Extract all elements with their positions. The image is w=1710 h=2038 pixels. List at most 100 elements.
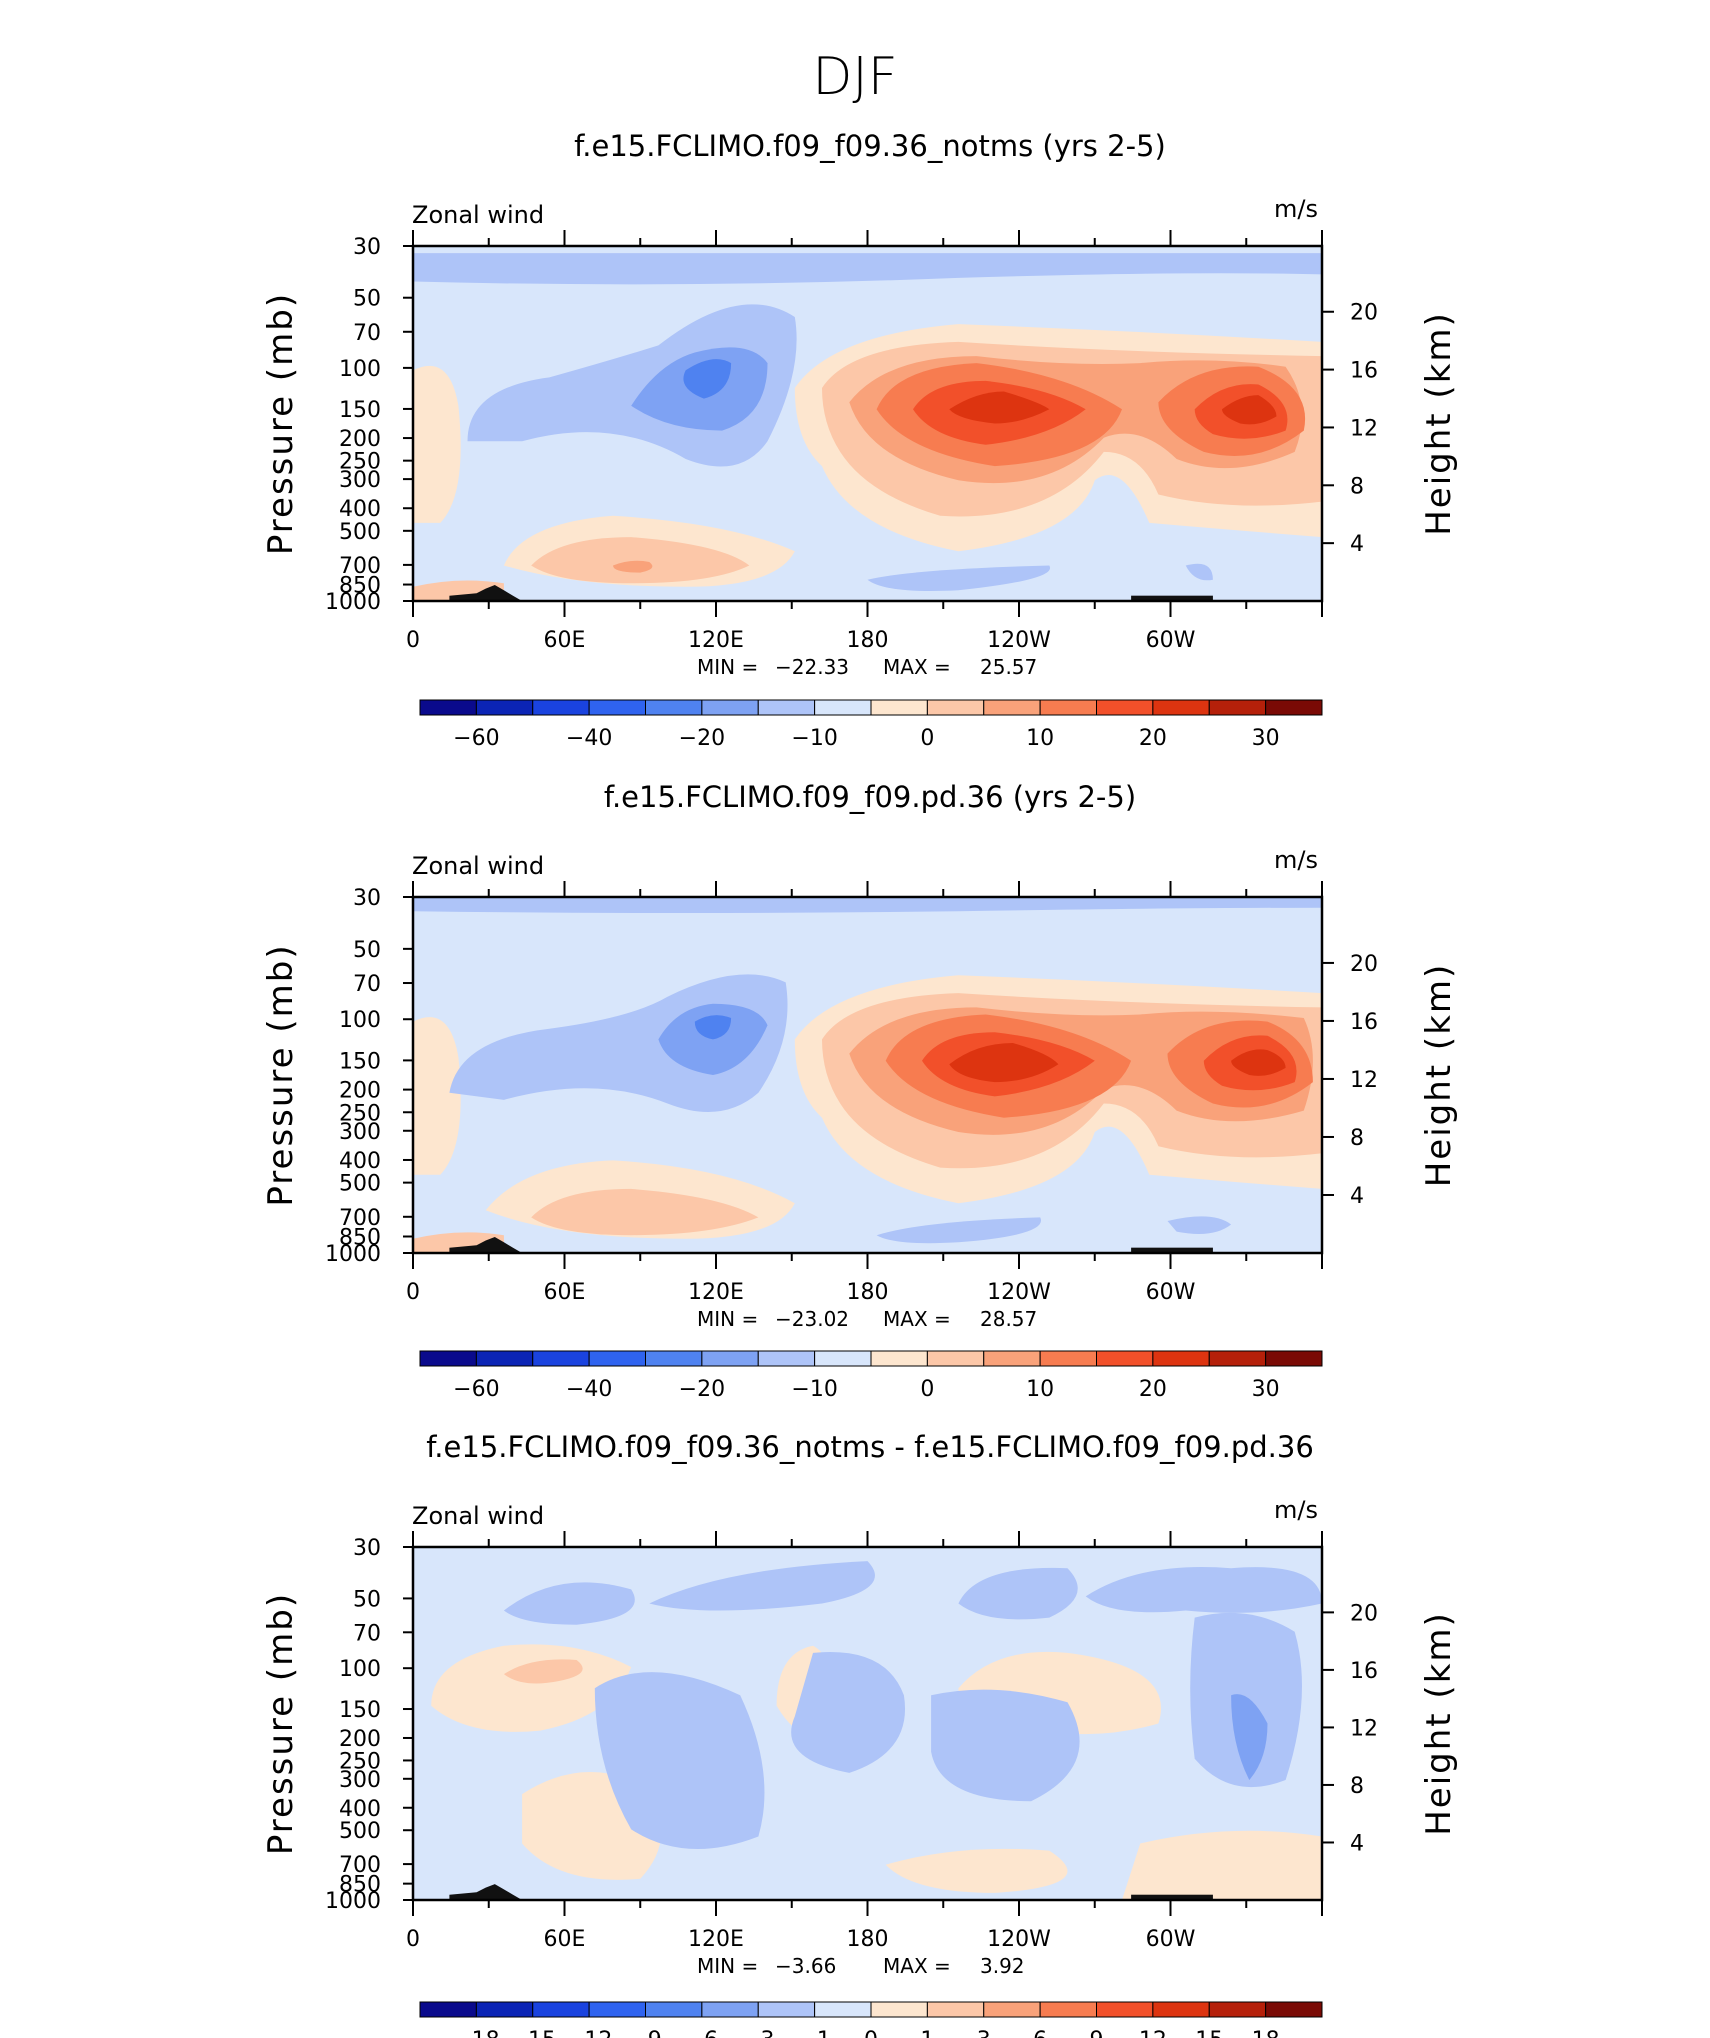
y-tick-label: 250 xyxy=(339,450,381,475)
contour-fill xyxy=(683,359,732,399)
contour-fill xyxy=(1231,1694,1268,1780)
y-tick-label: 400 xyxy=(339,1149,381,1174)
min-label: MIN = xyxy=(697,1307,758,1331)
colorbar-label: 10 xyxy=(1026,1377,1054,1402)
contour-fill xyxy=(649,1561,875,1611)
y-tick-label: 30 xyxy=(353,1536,381,1561)
y2-axis-title: Height (km) xyxy=(1419,963,1459,1188)
contour-fill xyxy=(885,1848,1068,1893)
y2-tick-label: 16 xyxy=(1350,359,1378,384)
colorbar-label: 6 xyxy=(1033,2028,1047,2038)
units-label: m/s xyxy=(1274,846,1318,874)
x-tick-label: 120E xyxy=(688,1280,744,1305)
colorbar-box xyxy=(870,1350,928,1367)
left-label: Zonal wind xyxy=(412,1502,544,1530)
y-tick-label: 70 xyxy=(353,321,381,346)
y-tick-label: 1000 xyxy=(325,1889,381,1914)
colorbar-label: 18 xyxy=(1252,2028,1280,2038)
x-tick-label: 180 xyxy=(847,1280,889,1305)
y-tick-label: 30 xyxy=(353,235,381,260)
y-tick-label: 150 xyxy=(339,398,381,423)
colorbar-box xyxy=(701,699,759,716)
y-tick-label: 70 xyxy=(353,1621,381,1646)
y-tick-label: 200 xyxy=(339,1079,381,1104)
colorbar-box xyxy=(475,1350,534,1367)
colorbar-label: 3 xyxy=(977,2028,991,2038)
colorbar-box xyxy=(983,699,1041,716)
y-tick-label: 300 xyxy=(339,1120,381,1145)
contour-fill xyxy=(503,1659,583,1684)
y-tick-label: 850 xyxy=(339,1226,381,1251)
contour-fill xyxy=(876,1217,1042,1244)
colorbar-box xyxy=(1152,1350,1210,1367)
colorbar-box xyxy=(1265,1350,1323,1367)
y-tick-label: 400 xyxy=(339,497,381,522)
max-label: MAX = xyxy=(883,1954,951,1978)
colorbar-label: −9 xyxy=(629,2028,661,2038)
panel-1: f.e15.FCLIMO.f09_f09.36_notms (yrs 2-5) Z… xyxy=(261,129,1459,751)
y-tick-label: 250 xyxy=(339,1749,381,1774)
colorbar-label: 9 xyxy=(1090,2028,1104,2038)
y-tick-label: 100 xyxy=(339,1008,381,1033)
topography xyxy=(1131,595,1213,601)
colorbar-label: −15 xyxy=(510,2028,556,2038)
x-tick-label: 0 xyxy=(406,628,420,653)
x-tick-label: 60E xyxy=(544,628,586,653)
colorbar-label: 1 xyxy=(920,2028,934,2038)
x-tick-label: 60E xyxy=(544,1280,586,1305)
max-value: 28.57 xyxy=(980,1307,1037,1331)
y2-axis-title: Height (km) xyxy=(1419,1611,1459,1836)
colorbar-label: −18 xyxy=(453,2028,499,2038)
topography xyxy=(449,1237,523,1253)
colorbar-label: 15 xyxy=(1195,2028,1223,2038)
colorbar-label: −3 xyxy=(742,2028,774,2038)
contour-fill xyxy=(594,1672,765,1850)
y2-tick-label: 8 xyxy=(1350,474,1364,499)
colorbar-box xyxy=(588,699,646,716)
figure-title: DJF xyxy=(812,47,897,107)
max-value: 3.92 xyxy=(980,1954,1025,1978)
topography xyxy=(449,585,523,601)
colorbar-box xyxy=(1096,2001,1154,2018)
y-tick-label: 500 xyxy=(339,1172,381,1197)
colorbar-box xyxy=(814,1350,872,1367)
contour-fill xyxy=(658,1003,768,1075)
units-label: m/s xyxy=(1274,195,1318,223)
y2-tick-label: 12 xyxy=(1350,416,1378,441)
x-tick-label: 180 xyxy=(847,1927,889,1952)
y-tick-label: 100 xyxy=(339,357,381,382)
y-axis-title: Pressure (mb) xyxy=(261,292,301,555)
colorbar-box xyxy=(645,2001,703,2018)
y-tick-label: 70 xyxy=(353,972,381,997)
colorbar-label: −20 xyxy=(679,1377,725,1402)
colorbar-label: −1 xyxy=(798,2028,830,2038)
y-tick-label: 500 xyxy=(339,1819,381,1844)
contour-fill xyxy=(531,1188,759,1236)
colorbar-box xyxy=(645,1350,703,1367)
colorbar-box xyxy=(870,2001,928,2018)
y-tick-label: 400 xyxy=(339,1797,381,1822)
contour-plot xyxy=(413,897,1322,1253)
y-tick-label: 300 xyxy=(339,468,381,493)
panel-title: f.e15.FCLIMO.f09_f09.pd.36 (yrs 2-5) xyxy=(604,780,1136,814)
min-value: −3.66 xyxy=(775,1954,836,1978)
contour-plot xyxy=(413,246,1322,601)
y2-tick-label: 4 xyxy=(1350,1831,1364,1856)
contour-fill xyxy=(1222,395,1277,425)
contour-fill xyxy=(791,1652,906,1773)
contour-fill xyxy=(694,1015,732,1040)
colorbar-box xyxy=(588,1350,646,1367)
topography xyxy=(449,1884,523,1900)
colorbar-box xyxy=(419,1350,477,1367)
colorbar-box xyxy=(419,699,477,716)
colorbar-label: 30 xyxy=(1252,1377,1280,1402)
colorbar-box xyxy=(814,699,872,716)
colorbar-box xyxy=(701,1350,759,1367)
x-tick-label: 120W xyxy=(987,1927,1051,1952)
colorbar-box xyxy=(1039,2001,1097,2018)
min-value: −22.33 xyxy=(775,655,849,679)
y2-tick-label: 20 xyxy=(1350,1601,1378,1626)
x-tick-label: 120W xyxy=(987,1280,1051,1305)
y2-tick-label: 4 xyxy=(1350,1184,1364,1209)
colorbar-box xyxy=(1265,2001,1323,2018)
